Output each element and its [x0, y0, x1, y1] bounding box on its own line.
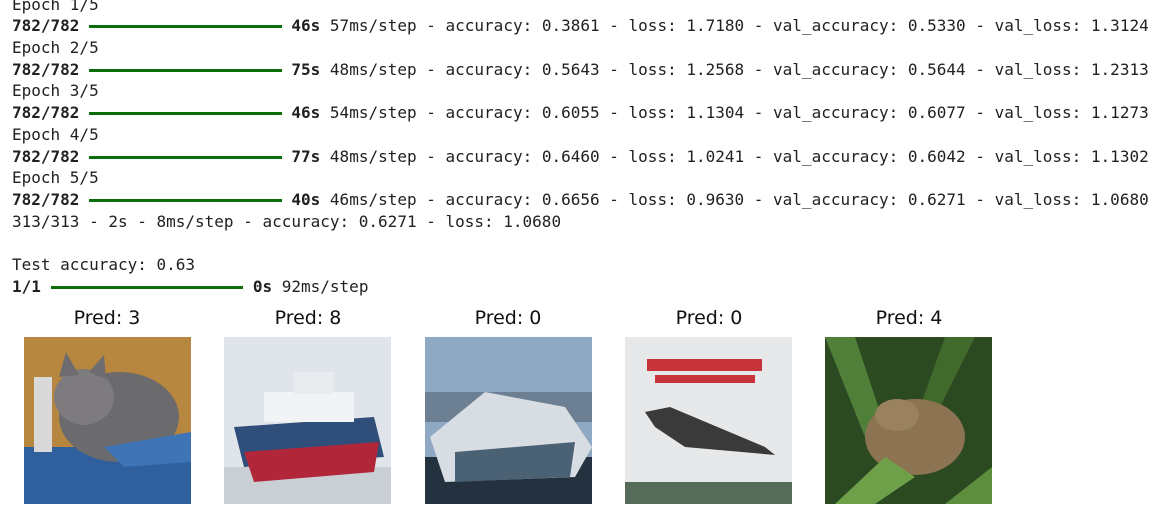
elapsed-time: 46s: [291, 103, 321, 123]
progress-line: 782/782 46s 57ms/step - accuracy: 0.3861…: [12, 15, 1149, 37]
elapsed-time: 40s: [291, 189, 321, 209]
metrics: 57ms/step - accuracy: 0.3861 - loss: 1.7…: [329, 16, 1149, 36]
elapsed-time: 77s: [291, 146, 321, 166]
step-count: 782/782: [12, 146, 80, 166]
metrics: 46ms/step - accuracy: 0.6656 - loss: 0.9…: [329, 189, 1149, 209]
step-count: 782/782: [12, 16, 80, 36]
test-accuracy: Test accuracy: 0.63: [12, 255, 196, 275]
prediction-title: Pred: 3: [73, 307, 141, 329]
progress-line: 782/782 40s 46ms/step - accuracy: 0.6656…: [12, 189, 1149, 211]
epoch-label: Epoch 5/5: [12, 168, 99, 188]
progress-line: 782/782 75s 48ms/step - accuracy: 0.5643…: [12, 59, 1149, 81]
epoch-label: Epoch 3/5: [12, 81, 99, 101]
image-airplane: [625, 337, 792, 504]
image-cat: [24, 337, 191, 504]
prediction-title: Pred: 0: [474, 307, 542, 329]
progress-bar: [89, 155, 282, 159]
step-count: 1/1: [12, 276, 41, 296]
epoch-header: Epoch 3/5: [12, 80, 99, 102]
epoch-header: Epoch 5/5: [12, 167, 99, 189]
elapsed-time: 0s: [252, 276, 273, 296]
step-count: 782/782: [12, 103, 80, 123]
prediction-title: Pred: 8: [274, 307, 342, 329]
image-frog: [825, 337, 992, 504]
prediction-title: Pred: 4: [875, 307, 943, 329]
evaluation-text: 313/313 - 2s - 8ms/step - accuracy: 0.62…: [12, 211, 562, 231]
progress-line: 782/782 77s 48ms/step - accuracy: 0.6460…: [12, 146, 1149, 168]
metrics: 48ms/step - accuracy: 0.6460 - loss: 1.0…: [329, 146, 1149, 166]
metrics: 92ms/step: [281, 276, 369, 296]
step-count: 782/782: [12, 189, 80, 209]
progress-bar: [50, 285, 244, 289]
elapsed-time: 46s: [291, 16, 321, 36]
prediction-title: Pred: 0: [675, 307, 743, 329]
progress-bar: [89, 68, 282, 72]
evaluation-line: 313/313 - 2s - 8ms/step - accuracy: 0.62…: [12, 211, 561, 233]
image-boat: [425, 337, 592, 504]
metrics: 48ms/step - accuracy: 0.5643 - loss: 1.2…: [329, 59, 1149, 79]
test-accuracy-line: Test accuracy: 0.63: [12, 254, 195, 276]
progress-bar: [89, 198, 282, 202]
step-count: 782/782: [12, 59, 80, 79]
epoch-label: Epoch 4/5: [12, 124, 99, 144]
epoch-header: Epoch 4/5: [12, 124, 99, 146]
image-ship: [224, 337, 391, 504]
progress-bar: [89, 25, 282, 29]
metrics: 54ms/step - accuracy: 0.6055 - loss: 1.1…: [329, 103, 1149, 123]
epoch-header: Epoch 1/5: [12, 0, 99, 15]
epoch-label: Epoch 2/5: [12, 38, 99, 58]
progress-line: 1/1 0s 92ms/step: [12, 276, 368, 298]
elapsed-time: 75s: [291, 59, 321, 79]
epoch-label: Epoch 1/5: [12, 0, 99, 14]
progress-line: 782/782 46s 54ms/step - accuracy: 0.6055…: [12, 102, 1149, 124]
progress-bar: [89, 112, 282, 116]
epoch-header: Epoch 2/5: [12, 37, 99, 59]
